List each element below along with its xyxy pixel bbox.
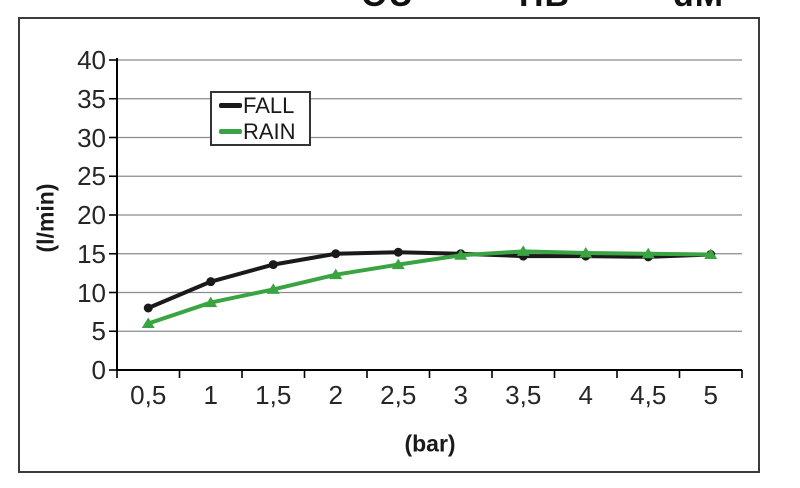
x-tick-label: 3 [453,380,468,410]
data-point-marker-fall [143,303,153,313]
clipped-header-text-fragment: HB [519,0,589,12]
data-point-marker-rain [204,296,218,308]
legend-label: RAIN [243,119,296,144]
data-point-marker-rain [454,249,468,260]
x-tick-label: 1 [203,380,218,410]
data-point-marker-rain [516,245,530,256]
y-tick-label: 40 [77,45,106,75]
data-point-marker-rain [266,283,280,294]
y-tick-label: 35 [77,83,106,114]
legend-item-fall: FALL [219,94,309,117]
data-point-marker-fall [206,277,216,287]
legend-label: FALL [243,93,295,118]
x-tick-label: 4 [578,380,593,410]
series-line-fall [146,250,713,310]
x-tick-label: 5 [703,380,718,410]
clipped-text: dM [673,0,743,12]
y-tick-label: 5 [91,316,106,347]
data-point-marker-rain [641,247,655,259]
x-tick-label: 2 [328,380,343,410]
y-tick-label: 25 [77,161,106,192]
x-tick-label: 3,5 [505,380,542,410]
series-line-rain [146,249,713,326]
y-tick-label: 10 [77,277,106,308]
clipped-text: HB [519,0,589,12]
data-point-marker-fall [331,249,341,259]
data-point-marker-fall [268,260,278,270]
x-tick-label: 1,5 [255,380,292,410]
clipped-text: OU [361,0,431,12]
y-tick-label: 0 [91,355,106,385]
y-tick-label: 30 [77,122,106,153]
x-tick-label: 2,5 [380,380,417,410]
y-tick-label: 15 [77,238,106,269]
data-point-marker-rain [391,258,405,270]
data-point-marker-rain [704,248,718,260]
clipped-header-text-fragment: OU [361,0,431,12]
data-point-marker-rain [329,268,343,280]
data-point-marker-fall [393,247,403,257]
x-tick-label: 0,5 [130,380,167,410]
x-axis-title: (bar) [404,430,456,457]
y-axis-title: (l/min) [32,183,59,253]
chart-legend: FALL RAIN [210,91,311,146]
legend-item-rain: RAIN [219,120,309,143]
data-point-marker-rain [579,246,593,258]
data-point-marker-rain [141,317,155,328]
legend-swatch-rain [219,129,242,134]
legend-swatch-fall [219,103,242,108]
y-tick-label: 20 [77,200,106,230]
chart-frame [18,17,760,473]
x-tick-label: 4,5 [630,380,667,410]
clipped-header-text-fragment: dM [673,0,743,12]
